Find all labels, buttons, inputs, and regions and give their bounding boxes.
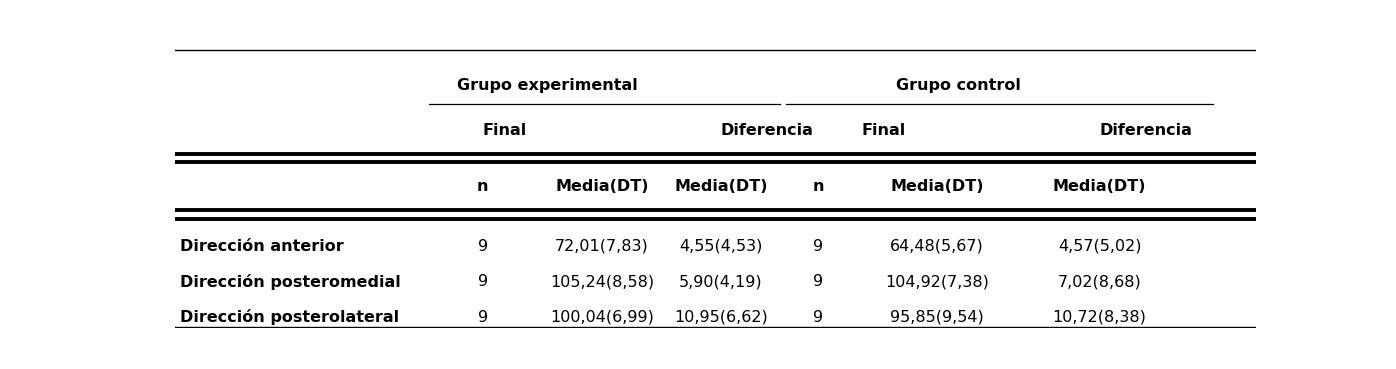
Text: n: n [477, 179, 489, 194]
Text: Media(DT): Media(DT) [674, 179, 768, 194]
Text: Diferencia: Diferencia [720, 124, 814, 138]
Text: Final: Final [483, 124, 528, 138]
Text: Media(DT): Media(DT) [556, 179, 649, 194]
Text: 10,95(6,62): 10,95(6,62) [674, 310, 768, 325]
Text: 9: 9 [477, 310, 489, 325]
Text: 4,55(4,53): 4,55(4,53) [680, 238, 762, 254]
Text: 10,72(8,38): 10,72(8,38) [1053, 310, 1146, 325]
Text: 7,02(8,68): 7,02(8,68) [1058, 274, 1142, 289]
Text: 5,90(4,19): 5,90(4,19) [678, 274, 762, 289]
Text: 9: 9 [812, 238, 824, 254]
Text: 64,48(5,67): 64,48(5,67) [891, 238, 984, 254]
Text: n: n [812, 179, 824, 194]
Text: 104,92(7,38): 104,92(7,38) [885, 274, 990, 289]
Text: 4,57(5,02): 4,57(5,02) [1058, 238, 1142, 254]
Text: 105,24(8,58): 105,24(8,58) [550, 274, 653, 289]
Text: Dirección anterior: Dirección anterior [180, 238, 343, 254]
Text: Final: Final [861, 124, 906, 138]
Text: Diferencia: Diferencia [1100, 124, 1192, 138]
Text: 72,01(7,83): 72,01(7,83) [556, 238, 649, 254]
Text: Grupo control: Grupo control [896, 78, 1022, 93]
Text: Grupo experimental: Grupo experimental [458, 78, 638, 93]
Text: Media(DT): Media(DT) [891, 179, 984, 194]
Text: 9: 9 [477, 238, 489, 254]
Text: 9: 9 [477, 274, 489, 289]
Text: Media(DT): Media(DT) [1053, 179, 1146, 194]
Text: 9: 9 [812, 274, 824, 289]
Text: Dirección posterolateral: Dirección posterolateral [180, 309, 399, 325]
Text: Dirección posteromedial: Dirección posteromedial [180, 273, 401, 290]
Text: 9: 9 [812, 310, 824, 325]
Text: 100,04(6,99): 100,04(6,99) [550, 310, 653, 325]
Text: 95,85(9,54): 95,85(9,54) [891, 310, 984, 325]
